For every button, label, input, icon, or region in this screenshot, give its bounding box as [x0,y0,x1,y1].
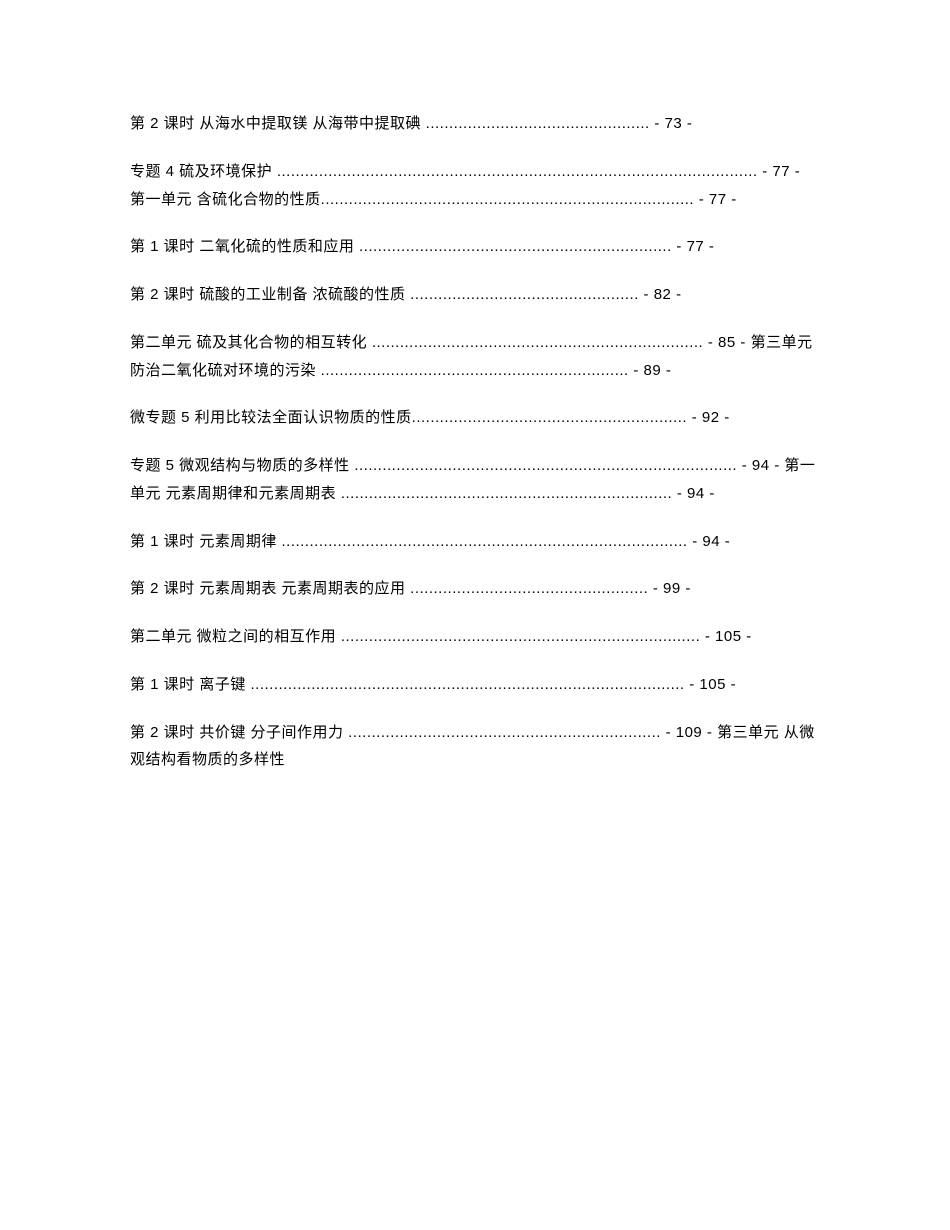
toc-entry: 第 2 课时 共价键 分子间作用力 ......................… [130,719,820,775]
toc-entry-text: 第二单元 微粒之间的相互作用 .........................… [130,628,752,645]
toc-entry-text: 第 2 课时 元素周期表 元素周期表的应用 ..................… [130,580,691,597]
toc-entry: 第 1 课时 二氧化硫的性质和应用 ......................… [130,233,820,261]
toc-entry: 第 2 课时 从海水中提取镁 从海带中提取碘 .................… [130,110,820,138]
toc-entry: 第二单元 硫及其化合物的相互转化 .......................… [130,329,820,385]
toc-entry: 专题 4 硫及环境保护 ............................… [130,158,820,214]
toc-entry-text: 微专题 5 利用比较法全面认识物质的性质....................… [130,409,730,426]
toc-entry: 微专题 5 利用比较法全面认识物质的性质....................… [130,404,820,432]
toc-entry: 第 2 课时 元素周期表 元素周期表的应用 ..................… [130,575,820,603]
toc-entry: 第二单元 微粒之间的相互作用 .........................… [130,623,820,651]
toc-entry-text: 第 1 课时 元素周期律 ...........................… [130,533,730,550]
toc-entry-text: 第二单元 硫及其化合物的相互转化 .......................… [130,334,813,379]
toc-entry: 第 2 课时 硫酸的工业制备 浓硫酸的性质 ..................… [130,281,820,309]
toc-entry: 第 1 课时 离子键 .............................… [130,671,820,699]
toc-entry-text: 第 2 课时 硫酸的工业制备 浓硫酸的性质 ..................… [130,286,682,303]
toc-entry-text: 第 2 课时 从海水中提取镁 从海带中提取碘 .................… [130,115,692,132]
toc-entry: 第 1 课时 元素周期律 ...........................… [130,528,820,556]
toc-entry-text: 第 1 课时 离子键 .............................… [130,676,736,693]
table-of-contents: 第 2 课时 从海水中提取镁 从海带中提取碘 .................… [130,110,820,774]
toc-entry-text: 第 1 课时 二氧化硫的性质和应用 ......................… [130,238,714,255]
toc-entry-text: 专题 5 微观结构与物质的多样性 .......................… [130,457,815,502]
toc-entry-text: 专题 4 硫及环境保护 ............................… [130,163,800,208]
toc-entry: 专题 5 微观结构与物质的多样性 .......................… [130,452,820,508]
toc-entry-text: 第 2 课时 共价键 分子间作用力 ......................… [130,724,815,769]
